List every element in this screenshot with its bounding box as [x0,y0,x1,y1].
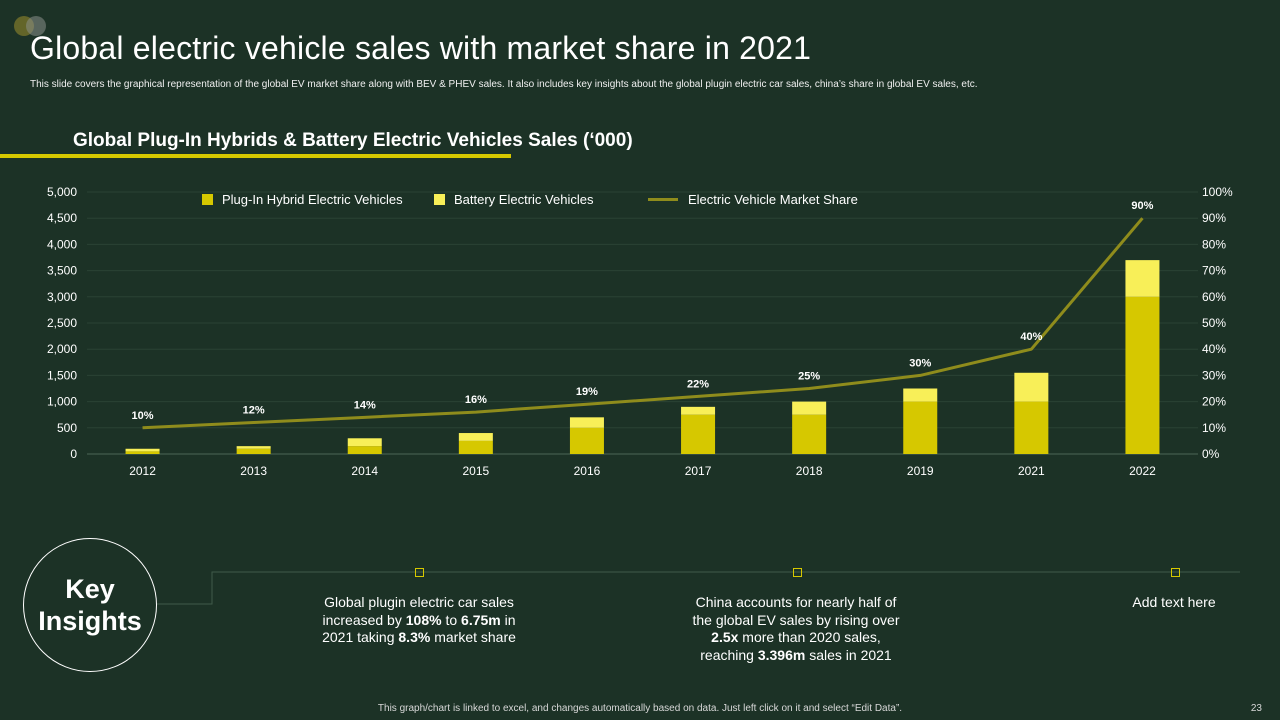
y-left-tick-label: 5,000 [47,185,77,199]
y-right-tick-label: 40% [1202,342,1226,356]
bar-bev [1014,372,1049,402]
bar-bev [569,417,604,428]
y-left-tick-label: 1,500 [47,368,77,382]
bar-bev [903,388,938,402]
bar-phev [569,427,604,454]
key-insights-heading-2: Insights [38,606,142,636]
data-label-share: 40% [1020,331,1042,343]
x-tick-label: 2022 [1129,464,1156,478]
bar-phev [236,448,271,454]
insight-text-3[interactable]: Add text here [1132,594,1216,610]
data-label-share: 16% [465,394,487,406]
x-tick-label: 2016 [574,464,601,478]
x-tick-label: 2012 [129,464,156,478]
bar-phev [347,446,382,454]
legend-swatch-phev [202,194,213,205]
bar-phev [903,401,938,454]
y-right-tick-label: 0% [1202,447,1220,461]
chart-title: Global Plug-In Hybrids & Battery Electri… [73,130,633,151]
y-right-tick-label: 100% [1202,185,1233,199]
legend-line-share [648,198,678,201]
legend-item-share: Electric Vehicle Market Share [648,192,858,207]
data-label-share: 90% [1131,200,1153,212]
y-left-tick-label: 3,000 [47,290,77,304]
x-tick-label: 2019 [907,464,934,478]
legend-label-share: Electric Vehicle Market Share [688,192,858,207]
y-left-tick-label: 4,500 [47,211,77,225]
ev-sales-chart: 0 500 1,000 1,500 2,000 2,500 3,000 3,500 4,000 4… [47,185,1233,478]
x-tick-label: 2017 [685,464,712,478]
logo-dot-right [26,16,46,36]
y-right-tick-label: 90% [1202,211,1226,225]
bar-phev [125,451,160,454]
y-right-tick-label: 80% [1202,237,1226,251]
data-label-share: 14% [354,399,376,411]
bar-bev [1125,260,1160,297]
data-label-share: 22% [687,378,709,390]
legend-label-bev: Battery Electric Vehicles [454,192,594,207]
legend-swatch-bev [434,194,445,205]
y-left-tick-label: 4,000 [47,237,77,251]
page-number: 23 [1250,703,1262,714]
insight-text-1: Global plugin electric car sales increas… [322,594,516,645]
bar-bev [681,406,716,415]
data-label-share: 10% [132,410,154,422]
data-label-share: 19% [576,386,598,398]
x-tick-label: 2018 [796,464,823,478]
y-right-tick-label: 10% [1202,421,1226,435]
key-insights-circle: Key Insights [23,538,157,672]
y-left-tick-label: 1,000 [47,395,77,409]
legend-item-phev: Plug-In Hybrid Electric Vehicles [202,192,403,207]
page-title: Global electric vehicle sales with marke… [30,30,812,66]
bar-bev [458,433,493,441]
y-right-tick-label: 60% [1202,290,1226,304]
bar-phev [458,440,493,454]
key-insights-heading-1: Key [65,574,115,604]
insight-marker-3 [1171,568,1180,577]
y-right-tick-label: 70% [1202,264,1226,278]
logo-dots [14,16,54,36]
data-label-share: 12% [243,405,265,417]
data-label-share: 25% [798,371,820,383]
y-left-tick-label: 2,500 [47,316,77,330]
y-left-tick-label: 2,000 [47,342,77,356]
bar-bev [347,438,382,447]
y-left-tick-label: 500 [57,421,77,435]
bar-bev [792,401,827,415]
x-tick-label: 2014 [351,464,378,478]
legend-item-bev: Battery Electric Vehicles [434,192,593,207]
data-label-share: 30% [909,357,931,369]
bar-bev [125,448,160,452]
y-right-tick-label: 50% [1202,316,1226,330]
footer-note: This graph/chart is linked to excel, and… [377,703,903,714]
chart-title-underline [0,154,511,158]
insight-text-2: China accounts for nearly half of the gl… [692,594,900,663]
y-left-tick-label: 3,500 [47,264,77,278]
bar-phev [792,414,827,454]
page-subtitle: This slide covers the graphical represen… [30,79,978,90]
series-line-market-share [142,217,1144,430]
bar-phev [681,414,716,454]
bar-phev [1125,296,1160,454]
insight-marker-2 [793,568,802,577]
x-tick-label: 2013 [240,464,267,478]
y-left-tick-label: 0 [70,447,77,461]
insight-marker-1 [415,568,424,577]
bar-phev [1014,401,1049,454]
y-right-tick-label: 30% [1202,368,1226,382]
x-tick-label: 2015 [462,464,489,478]
y-right-tick-label: 20% [1202,395,1226,409]
x-tick-label: 2021 [1018,464,1045,478]
legend-label-phev: Plug-In Hybrid Electric Vehicles [222,192,403,207]
bar-bev [236,446,271,449]
